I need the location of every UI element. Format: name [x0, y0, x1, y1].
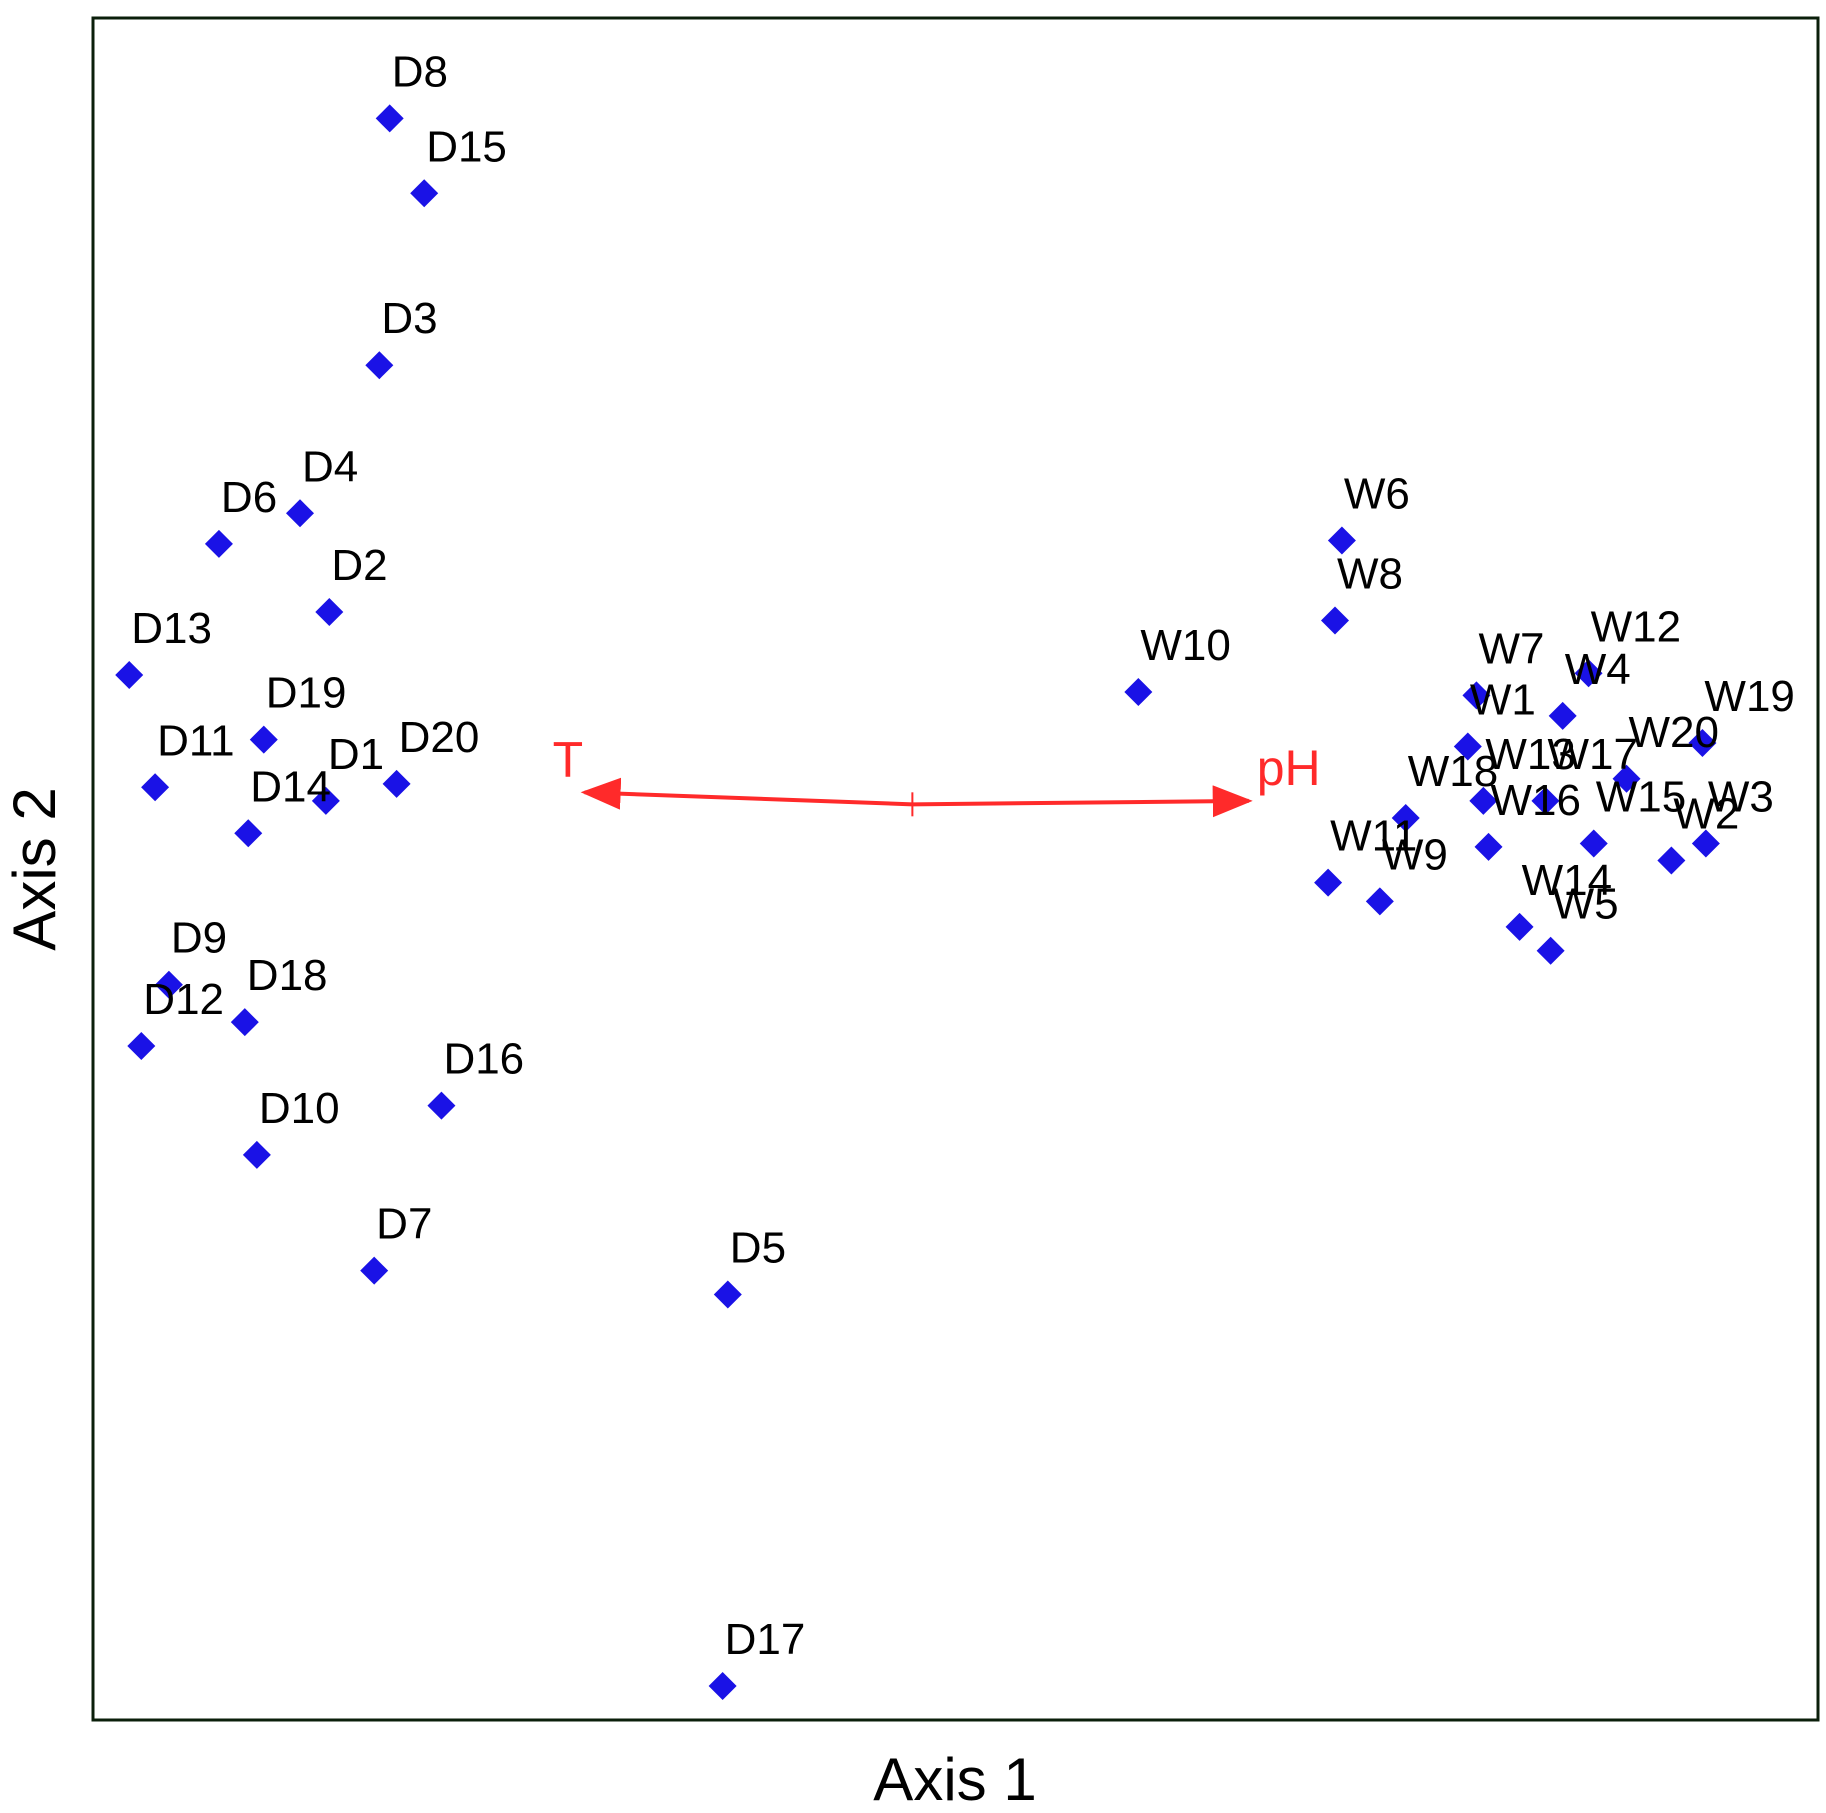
point-w4 — [1548, 701, 1577, 730]
point-w5 — [1536, 936, 1565, 965]
point-label-d16: D16 — [443, 1035, 524, 1084]
point-d5 — [713, 1280, 742, 1309]
point-d15 — [410, 179, 439, 208]
point-w18 — [1391, 803, 1420, 832]
point-w8 — [1321, 606, 1349, 635]
point-label-w17: W17 — [1547, 730, 1637, 779]
point-label-d8: D8 — [392, 47, 448, 96]
point-label-d2: D2 — [331, 541, 387, 590]
point-label-w11: W11 — [1330, 812, 1417, 861]
point-d18 — [230, 1008, 259, 1037]
point-d7 — [360, 1256, 389, 1285]
point-w9 — [1365, 887, 1394, 916]
point-d17 — [708, 1671, 737, 1700]
point-label-w19: W19 — [1704, 672, 1794, 721]
point-label-w2: W2 — [1673, 789, 1739, 838]
point-label-w9: W9 — [1382, 830, 1448, 879]
point-w13 — [1469, 786, 1498, 815]
point-d16 — [427, 1091, 456, 1120]
point-label-d17: D17 — [725, 1615, 806, 1664]
vector-arrow-t — [580, 777, 913, 810]
point-w12 — [1574, 659, 1603, 688]
point-label-d6: D6 — [221, 473, 277, 522]
point-label-w5: W5 — [1553, 880, 1619, 929]
point-w6 — [1327, 526, 1356, 555]
point-label-w16: W16 — [1491, 776, 1581, 825]
vector-label-t: T — [553, 731, 584, 787]
point-label-w10: W10 — [1140, 621, 1230, 670]
point-w7 — [1462, 681, 1491, 710]
point-w14 — [1505, 912, 1534, 941]
vector-label-ph: pH — [1257, 740, 1321, 796]
point-label-d15: D15 — [426, 122, 507, 171]
sample-labels: D8 D15 D3 D4 D6 D2 D13 D19 D11 D1 D20 D14 D9 D18 D12 D1… — [131, 47, 1795, 1664]
point-label-w18: W18 — [1408, 747, 1498, 796]
point-d1 — [311, 786, 340, 815]
point-d19 — [249, 725, 278, 754]
point-label-d3: D3 — [381, 294, 437, 343]
point-label-d12: D12 — [143, 975, 224, 1024]
point-label-d5: D5 — [730, 1224, 786, 1273]
vector-arrow-ph — [912, 785, 1253, 818]
point-d13 — [115, 660, 144, 689]
point-label-d7: D7 — [376, 1200, 432, 1249]
point-label-w13: W13 — [1485, 730, 1575, 779]
point-label-d20: D20 — [399, 713, 480, 762]
point-w19 — [1688, 729, 1717, 758]
point-w1 — [1453, 732, 1482, 761]
point-label-w8: W8 — [1337, 550, 1403, 599]
point-label-w7: W7 — [1478, 624, 1544, 673]
point-w10 — [1124, 677, 1153, 706]
point-label-d18: D18 — [247, 951, 328, 1000]
point-label-d1: D1 — [328, 730, 384, 779]
point-label-w3: W3 — [1708, 772, 1774, 821]
point-label-w15: W15 — [1596, 772, 1686, 821]
point-label-w14: W14 — [1522, 856, 1612, 905]
point-w20 — [1612, 764, 1641, 793]
point-d11 — [141, 773, 170, 802]
y-axis-title: Axis 2 — [1, 787, 68, 950]
point-label-d13: D13 — [131, 604, 212, 653]
point-label-d14: D14 — [250, 762, 331, 811]
point-label-d10: D10 — [259, 1084, 340, 1133]
point-label-d4: D4 — [302, 442, 358, 491]
plot-frame — [91, 16, 1820, 1722]
point-w15 — [1579, 829, 1608, 858]
point-label-w6: W6 — [1344, 470, 1410, 519]
point-label-d19: D19 — [266, 669, 347, 718]
point-label-w20: W20 — [1629, 708, 1719, 757]
point-d14 — [234, 819, 263, 848]
point-label-d11: D11 — [157, 716, 234, 765]
point-d4 — [286, 499, 314, 528]
point-w2 — [1657, 846, 1686, 875]
sample-points — [115, 104, 1720, 1700]
point-d20 — [382, 769, 411, 798]
point-label-d9: D9 — [171, 914, 227, 963]
x-axis-title: Axis 1 — [873, 1746, 1036, 1813]
point-d2 — [315, 597, 344, 626]
point-label-w1: W1 — [1470, 675, 1536, 724]
point-d10 — [242, 1140, 271, 1169]
point-d9 — [154, 970, 183, 999]
point-d6 — [204, 529, 233, 558]
point-d8 — [375, 104, 404, 133]
point-d12 — [127, 1032, 156, 1061]
point-w17 — [1531, 786, 1560, 815]
point-w11 — [1314, 868, 1343, 897]
point-d3 — [365, 351, 394, 380]
point-w3 — [1691, 829, 1720, 858]
point-label-w4: W4 — [1565, 645, 1631, 694]
point-label-w12: W12 — [1591, 602, 1681, 651]
point-w16 — [1474, 832, 1503, 861]
